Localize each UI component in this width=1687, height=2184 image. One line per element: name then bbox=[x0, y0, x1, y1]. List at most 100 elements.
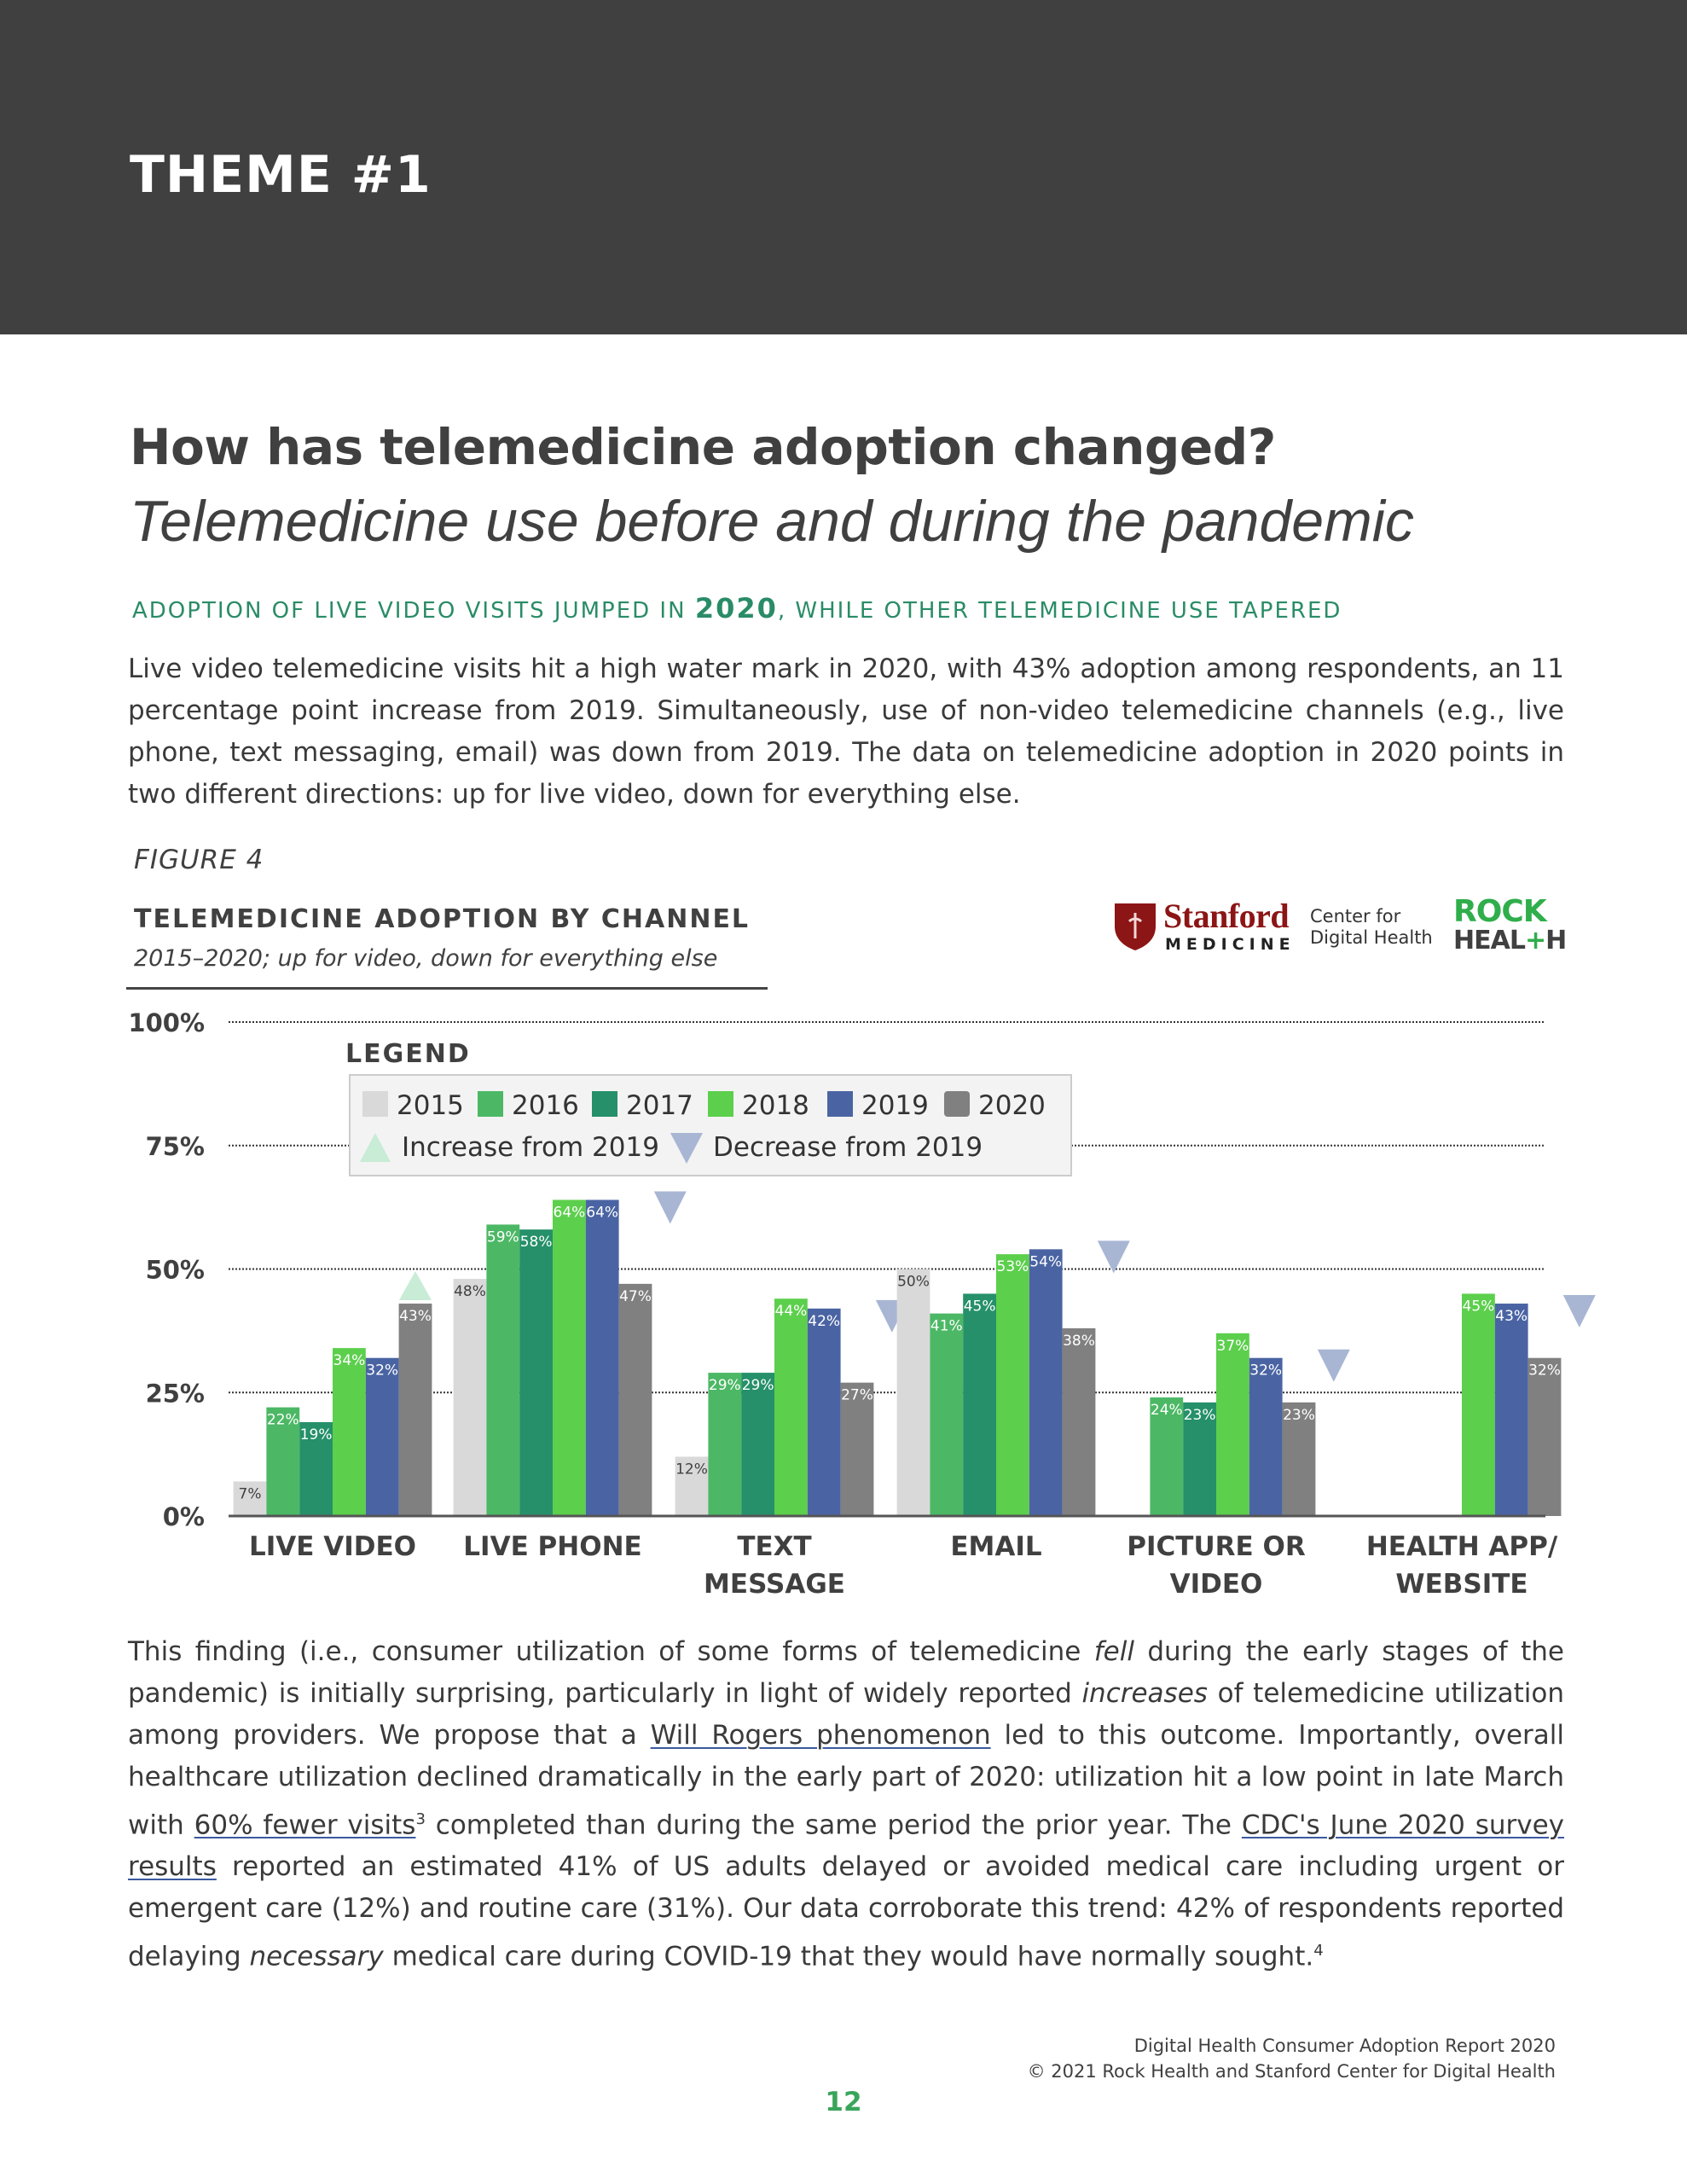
legend-decrease-icon bbox=[670, 1133, 703, 1164]
bar-value-label: 50% bbox=[897, 1274, 930, 1291]
bar-value-label: 12% bbox=[675, 1461, 708, 1478]
bar bbox=[896, 1269, 930, 1516]
x-category-label: TEXT bbox=[737, 1531, 811, 1562]
bar-value-label: 37% bbox=[1217, 1338, 1249, 1355]
bar-value-label: 42% bbox=[808, 1313, 840, 1330]
bar-value-label: 34% bbox=[333, 1352, 366, 1369]
bar-value-label: 7% bbox=[239, 1485, 262, 1502]
decrease-marker bbox=[1562, 1295, 1596, 1328]
y-tick-label: 100% bbox=[128, 1008, 205, 1037]
footer-report-title: Digital Health Consumer Adoption Report … bbox=[1133, 2036, 1556, 2056]
x-category-label: LIVE PHONE bbox=[463, 1531, 641, 1562]
bar-value-label: 48% bbox=[454, 1283, 486, 1300]
bar bbox=[1183, 1402, 1216, 1516]
legend-label: 2018 bbox=[742, 1090, 809, 1121]
bar-value-label: 47% bbox=[619, 1288, 652, 1305]
bar bbox=[585, 1199, 619, 1516]
cdh-line1: Center for bbox=[1310, 906, 1401, 926]
bar bbox=[266, 1407, 300, 1516]
bar bbox=[398, 1304, 432, 1516]
bar-value-label: 54% bbox=[1029, 1253, 1062, 1270]
bar bbox=[333, 1348, 366, 1516]
bar-value-label: 29% bbox=[709, 1377, 741, 1394]
finding-t3: of telemedicine utilization among provid… bbox=[128, 1678, 1564, 1751]
legend-swatch bbox=[362, 1091, 388, 1117]
title-rule bbox=[126, 987, 768, 990]
bar bbox=[1150, 1397, 1184, 1516]
legend-swatch bbox=[944, 1091, 970, 1117]
bar-value-label: 23% bbox=[1283, 1407, 1315, 1424]
stanford-wordmark: Stanford bbox=[1163, 897, 1290, 935]
page-number: 12 bbox=[825, 2087, 862, 2117]
bar-value-label: 64% bbox=[586, 1204, 618, 1221]
finding-t1: This finding (i.e., consumer utilization… bbox=[128, 1636, 1094, 1667]
x-category-label: EMAIL bbox=[950, 1531, 1041, 1562]
footer-copyright: © 2021 Rock Health and Stanford Center f… bbox=[1027, 2061, 1556, 2082]
page-subtitle: Telemedicine use before and during the p… bbox=[130, 489, 1414, 554]
legend-swatch bbox=[592, 1091, 617, 1117]
y-tick-label: 25% bbox=[146, 1379, 205, 1408]
cdc-survey-link[interactable]: CDC's June 2020 survey results bbox=[128, 1809, 1564, 1883]
legend-label: 2019 bbox=[861, 1090, 929, 1121]
bar-value-label: 43% bbox=[399, 1308, 432, 1325]
legend-label: 2020 bbox=[978, 1090, 1046, 1121]
will-rogers-link[interactable]: Will Rogers phenomenon bbox=[650, 1720, 991, 1751]
kicker-part1: ADOPTION OF LIVE VIDEO VISITS JUMPED IN bbox=[132, 598, 695, 624]
bar bbox=[618, 1283, 652, 1516]
x-category-label: VIDEO bbox=[1170, 1569, 1263, 1600]
bar-value-label: 41% bbox=[930, 1318, 963, 1335]
bar-value-label: 19% bbox=[300, 1426, 333, 1443]
finding-t2: during the early stages of the pandemic)… bbox=[128, 1636, 1564, 1709]
stanford-shield-logo bbox=[1115, 903, 1156, 950]
bar bbox=[1062, 1327, 1096, 1516]
legend-decrease-label: Decrease from 2019 bbox=[713, 1132, 983, 1163]
heal-h: H bbox=[1545, 926, 1567, 956]
decrease-marker bbox=[1317, 1349, 1350, 1382]
x-category-label: LIVE VIDEO bbox=[249, 1531, 416, 1562]
bar bbox=[453, 1279, 487, 1516]
bar bbox=[963, 1293, 996, 1516]
center-for-digital-health-logo: Center for Digital Health bbox=[1310, 906, 1433, 949]
bar bbox=[486, 1224, 520, 1516]
kicker-year: 2020 bbox=[694, 592, 778, 624]
bar-value-label: 43% bbox=[1495, 1308, 1528, 1325]
x-category-label: PICTURE OR bbox=[1127, 1531, 1306, 1562]
finding-em3: necessary bbox=[249, 1941, 384, 1972]
bar bbox=[299, 1421, 333, 1516]
theme-title: THEME #1 bbox=[130, 145, 432, 205]
chart-subtitle: 2015–2020; up for video, down for everyt… bbox=[134, 945, 718, 972]
finding-t4: led to this outcome. Importantly, overal… bbox=[128, 1720, 1564, 1841]
bar bbox=[1528, 1357, 1562, 1516]
bar bbox=[1216, 1333, 1249, 1516]
bar bbox=[1282, 1402, 1316, 1516]
footnote-3: 3 bbox=[415, 1810, 426, 1828]
y-tick-label: 0% bbox=[163, 1502, 205, 1531]
chart-title: TELEMEDICINE ADOPTION BY CHANNEL bbox=[134, 904, 751, 934]
bar-value-label: 27% bbox=[841, 1387, 873, 1404]
y-tick-label: 75% bbox=[146, 1132, 205, 1161]
x-category-label: HEALTH APP/ bbox=[1366, 1531, 1558, 1562]
heal-text: HEAL bbox=[1453, 926, 1526, 956]
kicker-part2: , WHILE OTHER TELEMEDICINE USE TAPERED bbox=[777, 598, 1342, 624]
bar-value-label: 38% bbox=[1063, 1333, 1095, 1350]
finding-t7: medical care during COVID-19 that they w… bbox=[383, 1941, 1314, 1972]
bar-value-label: 58% bbox=[520, 1234, 553, 1251]
y-tick-label: 50% bbox=[146, 1256, 205, 1285]
x-category-label: MESSAGE bbox=[704, 1569, 845, 1600]
decrease-marker bbox=[1097, 1240, 1130, 1274]
bar bbox=[708, 1373, 742, 1516]
legend-label: 2017 bbox=[626, 1090, 693, 1121]
stanford-medicine-wordmark: MEDICINE bbox=[1165, 935, 1296, 954]
fewer-visits-link[interactable]: 60% fewer visits bbox=[194, 1809, 416, 1841]
heal-plus: + bbox=[1524, 926, 1546, 956]
cdh-line2: Digital Health bbox=[1310, 927, 1433, 948]
section-kicker: ADOPTION OF LIVE VIDEO VISITS JUMPED IN … bbox=[132, 592, 1342, 624]
bar-value-label: 44% bbox=[775, 1303, 808, 1320]
bar bbox=[553, 1199, 586, 1516]
bar-value-label: 29% bbox=[742, 1377, 774, 1394]
legend-increase-label: Increase from 2019 bbox=[402, 1132, 659, 1163]
bar-value-label: 45% bbox=[964, 1298, 996, 1315]
partner-logos: Stanford MEDICINE Center for Digital Hea… bbox=[1109, 894, 1569, 962]
bar-value-label: 32% bbox=[1249, 1362, 1282, 1380]
legend-swatch bbox=[478, 1091, 503, 1117]
